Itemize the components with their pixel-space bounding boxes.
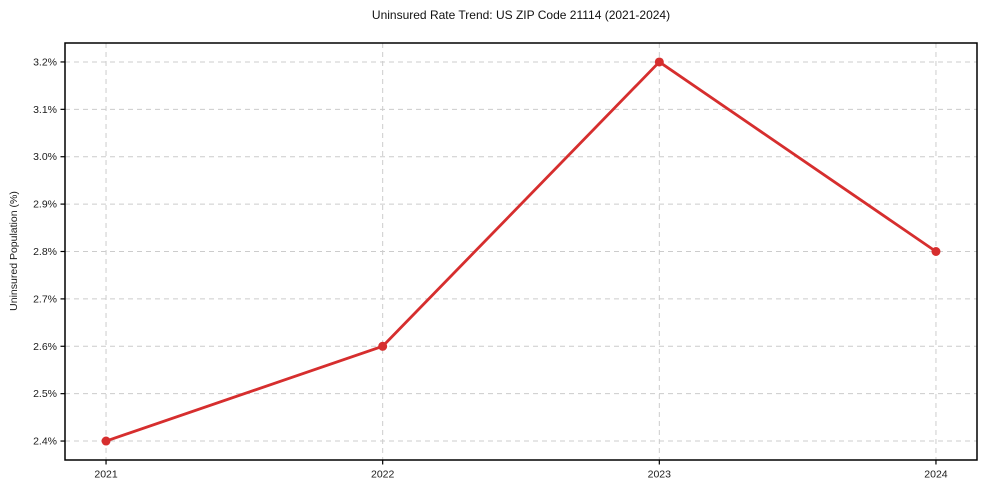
y-tick-label: 2.8%	[33, 246, 57, 258]
y-tick-label: 3.0%	[33, 151, 57, 163]
chart-title: Uninsured Rate Trend: US ZIP Code 21114 …	[371, 8, 671, 22]
y-tick-label: 2.4%	[33, 436, 57, 448]
data-point-2021	[101, 436, 111, 446]
x-tick-label: 2023	[648, 469, 672, 481]
y-tick-label: 2.9%	[33, 199, 57, 211]
data-point-2024	[931, 247, 941, 256]
trend-line	[104, 60, 938, 443]
x-tick-label: 2024	[924, 469, 948, 481]
x-tick-label: 2021	[94, 469, 118, 481]
x-tick-label: 2022	[371, 469, 395, 481]
y-tick-label: 2.5%	[33, 388, 57, 400]
data-point-2022	[378, 341, 388, 351]
data-point-2023	[654, 57, 664, 67]
y-tick-label: 3.1%	[33, 104, 57, 116]
y-tick-label: 3.2%	[33, 56, 57, 68]
y-tick-label: 2.7%	[33, 293, 57, 305]
y-tick-label: 2.6%	[33, 341, 57, 353]
